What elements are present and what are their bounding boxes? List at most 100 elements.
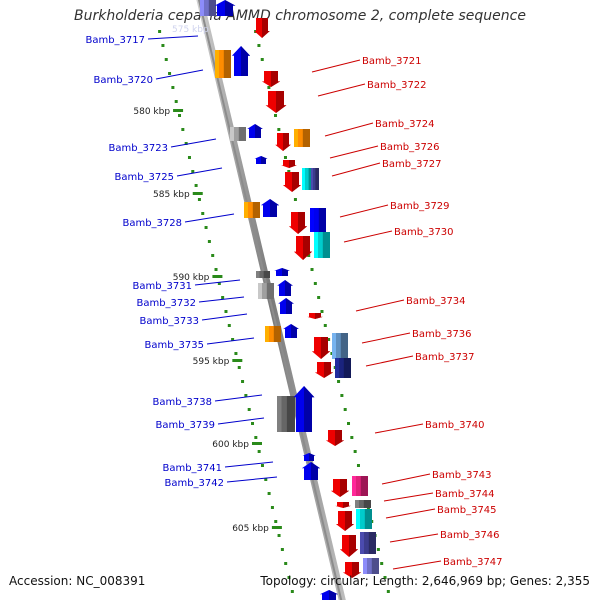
gene-3733-arrow: [278, 298, 294, 314]
track-dot-left: [241, 380, 245, 383]
forward-label-group: Bamb_3717 Bamb_3720 Bamb_3723 Bamb_3725 Bamb…: [85, 35, 278, 489]
forward-leader-line: [155, 69, 204, 80]
track-dot-left: [197, 198, 201, 201]
gene-bottom-arrow-shade: [329, 590, 339, 600]
track-dot-left: [237, 366, 241, 369]
track-dot-right: [383, 576, 387, 579]
reverse-gene-label: Bamb_3743: [432, 470, 492, 481]
reverse-gene-label: Bamb_3744: [435, 489, 495, 500]
gene-3737-block-shade: [343, 358, 351, 378]
track-dot-right: [327, 338, 331, 341]
track-dot-left: [194, 184, 198, 187]
gene-3740-arrow: [325, 430, 345, 446]
gene-3727-block-light: [302, 168, 305, 190]
gene-3728-arrow-shade: [270, 199, 280, 217]
gene-3725-arrow-shade: [261, 156, 268, 164]
gene-3738-block-light: [277, 396, 282, 432]
gene-3727-block-2-light: [311, 168, 313, 190]
track-dot-left: [187, 156, 191, 159]
gene-3728-block: [244, 202, 260, 218]
track-dot-right: [386, 590, 390, 593]
reverse-gene-label: Bamb_3727: [382, 159, 442, 170]
forward-gene-label: Bamb_3733: [139, 316, 199, 327]
gene-3745-arrow-2: [335, 511, 355, 531]
gene-3730-block-shade: [322, 232, 330, 258]
track-dot-left: [277, 534, 281, 537]
gene-3724-block-shade: [302, 129, 310, 147]
reverse-leader-line: [343, 230, 393, 243]
gene-3747-block-light: [363, 558, 367, 574]
gene-3717-block-light: [200, 0, 204, 16]
track-dot-right: [307, 254, 311, 257]
reverse-leader-line: [392, 560, 442, 570]
track-dot-right: [313, 282, 317, 285]
forward-gene-label: Bamb_3720: [93, 75, 153, 86]
gene-top-reverse-arrow: [254, 18, 270, 38]
track-dot-left: [254, 436, 258, 439]
gene-3736-arrow-shade: [321, 337, 331, 359]
scale-tick: [271, 526, 282, 529]
gene-3732-block-light: [258, 283, 262, 299]
track-dot-right: [320, 310, 324, 313]
gene-3717-arrow: [214, 0, 236, 16]
scale-group: 580 kbp 585 kbp 590 kbp 595 kbp 600 kbp 605 k…: [133, 107, 282, 534]
forward-gene-label: Bamb_3742: [164, 478, 224, 489]
track-dot-right: [347, 422, 351, 425]
gene-3725-arrow: [254, 156, 268, 164]
track-dot-right: [310, 268, 314, 271]
scale-tick: [212, 275, 223, 278]
gene-3735-block: [265, 326, 281, 342]
forward-leader-line: [217, 417, 265, 425]
scale-tick: [173, 109, 184, 112]
gene-3729-block-light: [310, 208, 314, 232]
forward-leader-line: [198, 296, 245, 303]
reverse-label-group: Bamb_3721 Bamb_3722 Bamb_3724 Bamb_3726 Bamb…: [311, 56, 503, 570]
gene-3720-block: [215, 50, 231, 78]
scale-label: 595 kbp: [193, 357, 230, 367]
gene-3724-arrow-shade: [283, 133, 291, 151]
track-dot-left: [280, 548, 284, 551]
gene-3737-block-light: [335, 358, 339, 378]
gene-3745-arrow-2-shade: [345, 511, 355, 531]
track-dot-right: [323, 324, 327, 327]
track-dot-left: [168, 72, 172, 75]
track-dot-left: [290, 590, 294, 593]
gene-3746-block-shade: [368, 532, 376, 554]
map-title: Burkholderia cepacia AMMD chromosome 2, …: [74, 8, 526, 24]
gene-3731-arrow: [274, 268, 290, 276]
reverse-gene-label: Bamb_3729: [390, 201, 450, 212]
reverse-gene-label: Bamb_3740: [425, 420, 485, 431]
track-dot-right: [287, 170, 291, 173]
track-dot-right: [267, 86, 271, 89]
gene-3744-block-body: [355, 500, 371, 508]
gene-3729-arrow: [288, 212, 308, 234]
gene-3723-block-light: [230, 127, 234, 141]
reverse-gene-label: Bamb_3745: [437, 505, 497, 516]
reverse-leader-line: [317, 83, 366, 97]
forward-leader-line: [194, 279, 241, 286]
reverse-gene-label: Bamb_3734: [406, 296, 466, 307]
reverse-gene-label: Bamb_3724: [375, 119, 435, 130]
reverse-gene-label: Bamb_3722: [367, 80, 427, 91]
forward-gene-label: Bamb_3735: [144, 340, 204, 351]
track-dot-left: [178, 114, 182, 117]
forward-gene-label: Bamb_3739: [155, 420, 215, 431]
gene-3727-arrow-shade: [292, 172, 302, 192]
track-dot-left: [161, 44, 165, 47]
gene-3741-arrow-shade: [309, 453, 316, 461]
track-dot-left: [164, 58, 168, 61]
reverse-gene-label: Bamb_3737: [415, 352, 475, 363]
gene-3717-arrow-shade: [225, 0, 236, 16]
gene-3735-block-light: [265, 326, 269, 342]
gene-3745-arrow: [335, 502, 351, 508]
gene-3729-block: [310, 208, 326, 232]
gene-3717-block: [200, 0, 216, 16]
track-dot-right: [257, 44, 261, 47]
forward-gene-label: Bamb_3741: [162, 463, 222, 474]
gene-3735-block-shade: [273, 326, 281, 342]
reverse-gene-label: Bamb_3736: [412, 329, 472, 340]
track-dot-left: [264, 478, 268, 481]
reverse-gene-label: Bamb_3726: [380, 142, 440, 153]
track-dot-left: [184, 142, 188, 145]
gene-3735-arrow: [283, 324, 299, 338]
